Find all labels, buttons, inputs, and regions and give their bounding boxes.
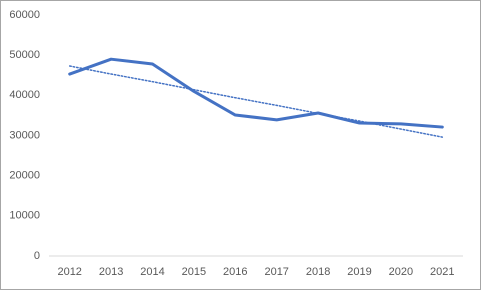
- y-tick-label: 30000: [9, 129, 40, 141]
- x-tick-label: 2015: [182, 266, 206, 278]
- x-tick-label: 2014: [140, 266, 164, 278]
- x-tick-label: 2019: [347, 266, 371, 278]
- x-tick-label: 2020: [389, 266, 413, 278]
- y-tick-label: 0: [34, 250, 40, 262]
- x-tick-label: 2017: [264, 266, 288, 278]
- line: [68, 57, 444, 129]
- x-tick-label: 2018: [306, 266, 330, 278]
- x-tick-label: 2016: [223, 266, 247, 278]
- y-tick-label: 60000: [9, 9, 40, 21]
- x-tick-label: 2012: [57, 266, 81, 278]
- y-tick-label: 50000: [9, 49, 40, 61]
- x-tick-label: 2013: [99, 266, 123, 278]
- x-tick-label: 2021: [430, 266, 454, 278]
- y-tick-label: 40000: [9, 89, 40, 101]
- trend-line: [68, 65, 444, 138]
- y-tick-label: 20000: [9, 170, 40, 182]
- y-tick-label: 10000: [9, 210, 40, 222]
